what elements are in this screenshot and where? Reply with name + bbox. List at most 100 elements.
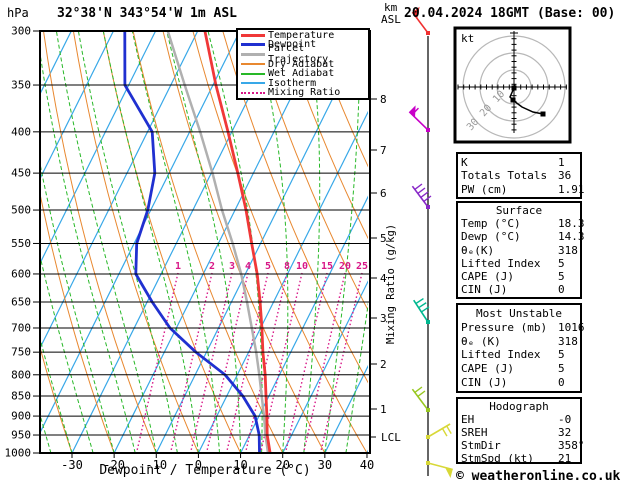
- mixing-ratio-value: 25: [356, 261, 368, 272]
- km-tick-label: 8: [380, 93, 387, 106]
- temp-tick-label: -10: [145, 458, 167, 472]
- row-value: 1.91: [558, 182, 585, 196]
- wind-barb: [408, 105, 430, 132]
- km-tick-label: 5: [380, 232, 387, 245]
- stats-table-surface: Surface Temp (°C) 18.3 Dewp (°C) 14.3 θₑ(K) 31…: [456, 201, 585, 299]
- row-label: Dewp (°C): [461, 230, 521, 244]
- wind-barb: [426, 461, 453, 479]
- table-row: SREH 32: [458, 426, 580, 439]
- row-label: StmDir: [461, 439, 501, 452]
- dry-adiabat-line: [312, 32, 368, 168]
- wind-barb-shaft: [411, 11, 429, 34]
- row-value: 358°: [558, 439, 585, 452]
- wind-barb: [411, 386, 430, 412]
- wind-barb-shaft: [427, 462, 453, 471]
- wind-barb: [426, 423, 452, 439]
- pressure-tick-label: 700: [11, 321, 31, 334]
- mixing-ratio-value: 5: [265, 261, 271, 272]
- isotherm-line: [324, 364, 368, 452]
- temp-tick-label: 10: [233, 458, 247, 472]
- mixing-ratio-value: 8: [284, 261, 290, 272]
- table-row: StmDir 358°: [458, 439, 585, 452]
- row-label: StmSpd (kt): [461, 452, 534, 465]
- table-row: EH -0: [458, 413, 580, 426]
- dry-adiabat-line: [282, 32, 368, 240]
- wind-barb-tick: [420, 191, 429, 198]
- row-value: 21: [558, 452, 572, 465]
- table-row: CAPE (J) 5: [458, 270, 580, 283]
- row-label: CAPE (J): [461, 362, 514, 376]
- table-header: Hodograph: [489, 400, 549, 413]
- pressure-tick-label: 900: [11, 410, 31, 423]
- legend-item: Dewpoint: [238, 39, 368, 50]
- km-tick-label: 7: [380, 144, 387, 157]
- wind-barb-pennant: [412, 6, 420, 19]
- km-tick-label: 3: [380, 312, 387, 325]
- row-value: 5: [558, 348, 565, 362]
- mixing-ratio-line: [303, 272, 346, 452]
- isotherm-line: [41, 32, 241, 432]
- temp-tick-label: 20: [275, 458, 289, 472]
- wind-barb-tick: [418, 302, 427, 309]
- mixing-ratio-axis-title: Mixing Ratio (g/kg): [385, 223, 397, 344]
- hodograph-trace: [509, 87, 544, 115]
- pressure-tick-label: 450: [11, 167, 31, 180]
- pressure-tick-label: 750: [11, 346, 31, 359]
- mixing-ratio-line: [245, 272, 288, 452]
- table-row: Lifted Index 5: [458, 257, 580, 270]
- table-row: θₑ (K) 318: [458, 335, 580, 348]
- legend-swatch-parcel-trajectory: [241, 52, 265, 56]
- row-value: -0: [558, 413, 572, 426]
- mixing-ratio-line: [170, 272, 213, 452]
- pressure-tick-label: 1000: [5, 447, 32, 460]
- wind-barb-base: [426, 408, 430, 412]
- row-value: 5: [558, 256, 565, 270]
- wind-barb-tick: [421, 306, 430, 313]
- dry-adiabat-line: [41, 349, 73, 452]
- wind-barb-tick: [446, 425, 452, 435]
- wind-barb-base: [426, 320, 430, 324]
- row-label: CAPE (J): [461, 269, 514, 283]
- table-row: Pressure (mb) 1016: [458, 321, 585, 334]
- row-value: 36: [558, 169, 572, 182]
- copyright: © weatheronline.co.uk: [456, 469, 621, 484]
- table-row: CIN (J) 0: [458, 376, 580, 389]
- pressure-tick-label: 850: [11, 390, 31, 403]
- mixing-ratio-value: 15: [321, 261, 333, 272]
- legend-item: Mixing Ratio: [238, 87, 368, 98]
- km-tick-label: 1: [380, 403, 387, 416]
- altitude-unit-km: km: [384, 1, 398, 14]
- table-row: CIN (J) 0: [458, 283, 580, 296]
- mixing-ratio-line: [285, 272, 328, 452]
- legend-swatch-mixing-ratio: [241, 91, 265, 94]
- pressure-tick-label: 650: [11, 296, 31, 309]
- mixing-ratio-value: 4: [245, 261, 251, 272]
- dry-adiabat-line: [43, 32, 157, 452]
- wind-barb-base: [426, 461, 430, 465]
- legend-label: Temperature: [268, 29, 335, 41]
- pressure-tick-label: 350: [11, 79, 31, 92]
- row-label: K: [461, 155, 468, 169]
- isotherm-line: [113, 32, 325, 452]
- row-label: θₑ(K): [461, 243, 495, 257]
- isotherm-line: [41, 32, 114, 178]
- legend-label: Parcel Trajectory: [268, 43, 329, 66]
- row-label: Lifted Index: [461, 256, 541, 270]
- wet-adiabat-line: [41, 166, 115, 452]
- pressure-tick-label: 400: [11, 125, 31, 138]
- row-value: 318: [558, 243, 578, 257]
- wind-barb-tick: [417, 390, 426, 397]
- lcl-label: LCL: [381, 431, 401, 444]
- pressure-unit-label: hPa: [7, 6, 29, 20]
- mixing-ratio-line: [320, 272, 363, 452]
- row-label: CIN (J): [461, 282, 508, 296]
- mixing-ratio-value: 20: [339, 261, 351, 272]
- row-label: Temp (°C): [461, 217, 521, 231]
- wind-barb-shaft: [408, 111, 429, 131]
- legend-item: Wet Adiabat: [238, 68, 368, 79]
- table-row: CAPE (J) 5: [458, 362, 580, 375]
- pressure-tick-label: 800: [11, 368, 31, 381]
